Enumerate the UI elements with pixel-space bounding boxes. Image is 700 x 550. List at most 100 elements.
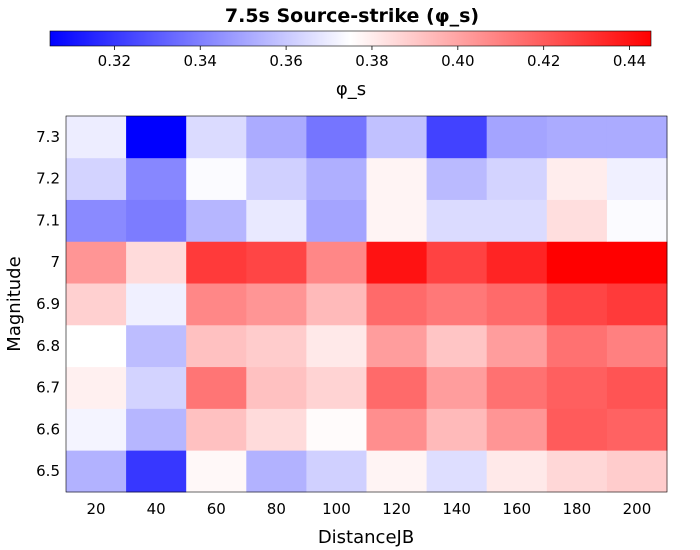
heatmap-cell-7-140 <box>426 241 488 284</box>
heatmap-cell-7.2-140 <box>426 157 488 200</box>
heatmap-cell-6.5-180 <box>546 450 608 493</box>
heatmap-cell-6.9-140 <box>426 283 488 326</box>
heatmap-cell-7.1-160 <box>486 199 548 242</box>
heatmap-cell-6.7-80 <box>246 366 307 409</box>
heatmap-cell-7.3-200 <box>606 116 668 159</box>
heatmap-cell-7-100 <box>306 241 367 284</box>
x-tick-label: 160 <box>502 500 531 518</box>
heatmap-cell-6.9-100 <box>306 283 367 326</box>
heatmap-cell-6.9-120 <box>366 283 427 326</box>
heatmap-cell-6.7-120 <box>366 366 427 409</box>
heatmap-cell-6.8-80 <box>246 324 307 368</box>
y-axis-ticks: 6.5 6.6 6.7 6.8 6.9 7 7.1 7.2 7.3 <box>36 128 60 480</box>
y-tick-label: 6.9 <box>36 295 60 313</box>
heatmap-cell-7.1-100 <box>306 199 367 242</box>
heatmap-cell-7.2-60 <box>186 157 247 200</box>
heatmap-cell-6.6-160 <box>486 408 548 451</box>
colorbar-label: φ_s <box>336 79 366 100</box>
heatmap-cell-7.2-160 <box>486 157 548 200</box>
x-tick-label: 60 <box>207 500 226 518</box>
x-tick-label: 120 <box>382 500 411 518</box>
heatmap-cell-6.8-20 <box>66 324 127 368</box>
heatmap-cell-6.8-60 <box>186 324 247 368</box>
heatmap-cell-7-80 <box>246 241 307 284</box>
y-axis-label: Magnitude <box>4 256 25 351</box>
colorbar: 0.32 0.34 0.36 0.38 0.40 0.42 0.44 φ_s <box>49 30 652 100</box>
y-tick-label: 6.7 <box>36 379 60 397</box>
heatmap-cell-6.9-180 <box>546 283 608 326</box>
heatmap-cell-6.9-160 <box>486 283 548 326</box>
heatmap-cell-6.5-80 <box>246 450 307 493</box>
heatmap-cell-6.5-20 <box>66 450 127 493</box>
heatmap-cell-6.6-140 <box>426 408 488 451</box>
y-tick-label: 6.5 <box>36 462 60 480</box>
heatmap-cell-6.7-180 <box>546 366 608 409</box>
plot-frame <box>65 115 668 493</box>
heatmap-cell-6.8-160 <box>486 324 548 368</box>
heatmap-cell-6.7-100 <box>306 366 367 409</box>
heatmap-cell-6.8-120 <box>366 324 427 368</box>
y-tick-label: 6.8 <box>36 337 60 355</box>
heatmap-cell-6.6-40 <box>126 408 187 451</box>
heatmap-cell-7.1-140 <box>426 199 488 242</box>
heatmap-cell-6.7-60 <box>186 366 247 409</box>
heatmap-cell-7.2-20 <box>66 157 127 200</box>
heatmap-cell-7.1-180 <box>546 199 608 242</box>
heatmap-cells <box>66 116 668 493</box>
heatmap-cell-7-20 <box>66 241 127 284</box>
heatmap-cell-7.2-100 <box>306 157 367 200</box>
heatmap-cell-6.9-80 <box>246 283 307 326</box>
heatmap-cell-7-60 <box>186 241 247 284</box>
heatmap-cell-7-180 <box>546 241 608 284</box>
heatmap-cell-6.5-100 <box>306 450 367 493</box>
heatmap-cell-7.3-120 <box>366 116 427 159</box>
heatmap-cell-6.5-40 <box>126 450 187 493</box>
heatmap-cell-7.1-40 <box>126 199 187 242</box>
x-axis-ticks: 20 40 60 80 100 120 140 160 180 200 <box>87 500 652 518</box>
x-tick-label: 100 <box>322 500 351 518</box>
x-tick-label: 140 <box>442 500 471 518</box>
heatmap-cell-6.9-200 <box>606 283 668 326</box>
heatmap-cell-6.6-180 <box>546 408 608 451</box>
heatmap-cell-6.6-120 <box>366 408 427 451</box>
x-tick-label: 20 <box>87 500 106 518</box>
colorbar-tick-label: 0.34 <box>184 52 217 70</box>
heatmap-cell-6.9-60 <box>186 283 247 326</box>
y-tick-label: 7.3 <box>36 128 60 146</box>
x-tick-label: 180 <box>563 500 592 518</box>
heatmap-cell-6.6-20 <box>66 408 127 451</box>
heatmap-cell-7.2-80 <box>246 157 307 200</box>
colorbar-ticks: 0.32 0.34 0.36 0.38 0.40 0.42 0.44 <box>98 46 646 70</box>
heatmap-cell-7.1-60 <box>186 199 247 242</box>
heatmap-cell-7.1-120 <box>366 199 427 242</box>
colorbar-tick-label: 0.38 <box>355 52 388 70</box>
colorbar-tick-label: 0.40 <box>441 52 474 70</box>
heatmap-cell-6.8-200 <box>606 324 668 368</box>
heatmap-cell-6.5-140 <box>426 450 488 493</box>
heatmap-cell-6.6-80 <box>246 408 307 451</box>
heatmap-cell-6.7-20 <box>66 366 127 409</box>
y-tick-label: 7.2 <box>36 170 60 188</box>
x-axis-label: DistanceJB <box>318 527 414 548</box>
heatmap-cell-6.8-140 <box>426 324 488 368</box>
heatmap-cell-7.3-40 <box>126 116 187 159</box>
heatmap-cell-7-120 <box>366 241 427 284</box>
x-tick-label: 40 <box>147 500 166 518</box>
heatmap-cell-6.8-100 <box>306 324 367 368</box>
heatmap-cell-6.5-120 <box>366 450 427 493</box>
heatmap-cell-6.8-40 <box>126 324 187 368</box>
heatmap-cell-7.3-160 <box>486 116 548 159</box>
colorbar-tick-label: 0.42 <box>527 52 560 70</box>
heatmap-cell-7.1-20 <box>66 199 127 242</box>
y-tick-label: 7.1 <box>36 211 60 229</box>
heatmap-cell-7-200 <box>606 241 668 284</box>
heatmap-cell-7.2-180 <box>546 157 608 200</box>
heatmap-cell-6.9-40 <box>126 283 187 326</box>
x-tick-label: 200 <box>623 500 652 518</box>
heatmap-cell-6.7-200 <box>606 366 668 409</box>
colorbar-tick-label: 0.36 <box>269 52 302 70</box>
heatmap-cell-6.5-200 <box>606 450 668 493</box>
x-tick-label: 80 <box>267 500 286 518</box>
heatmap-cell-6.7-140 <box>426 366 488 409</box>
